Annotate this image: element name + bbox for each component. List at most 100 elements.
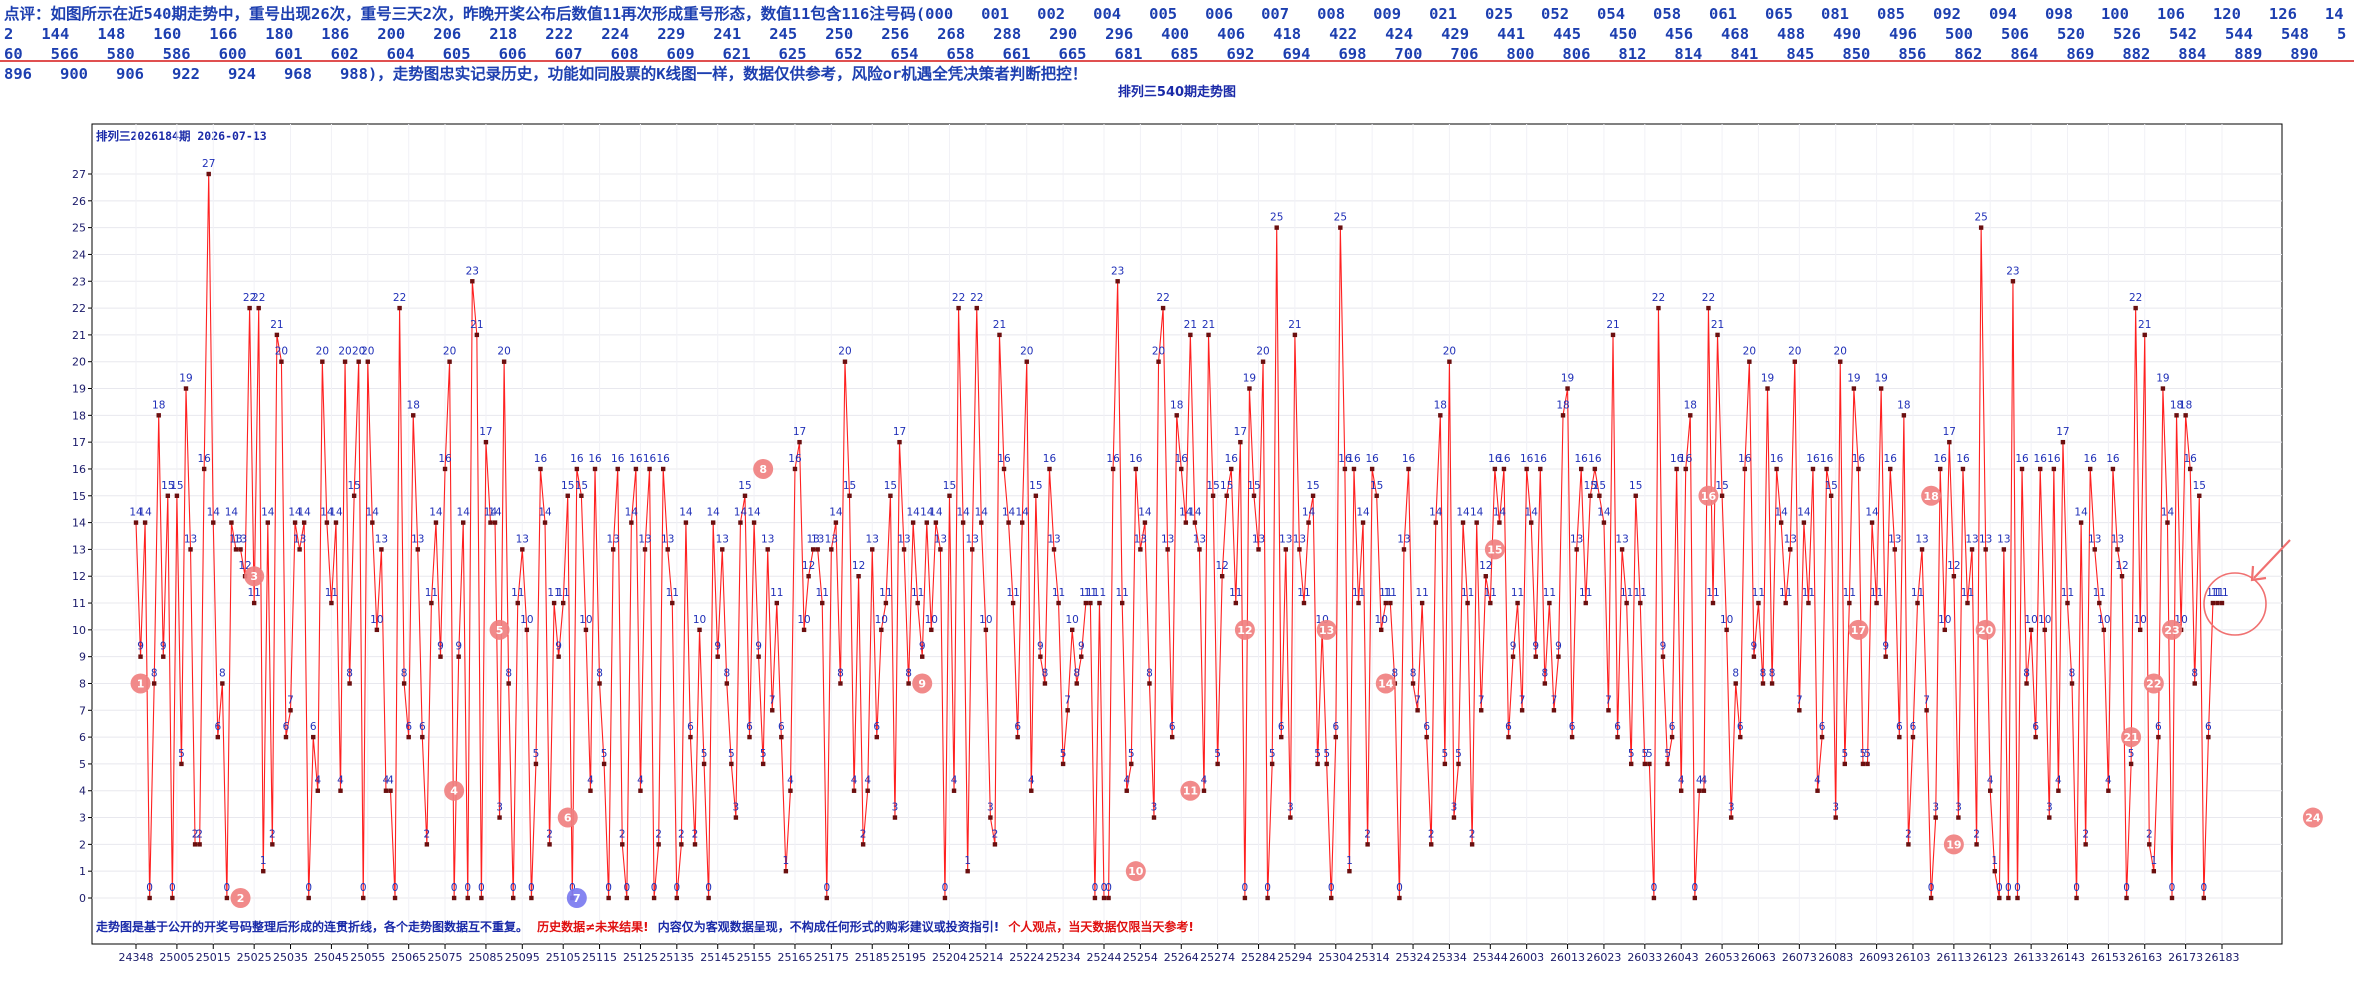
data-label: 5: [533, 748, 540, 760]
data-label: 6: [2032, 721, 2039, 733]
x-tick-label: 25185: [855, 951, 890, 964]
data-point: [924, 520, 929, 525]
highlight-bubble: [2143, 673, 2164, 694]
data-label: 16: [570, 453, 584, 465]
highlight-bubble: [912, 673, 933, 694]
data-label: 19: [1561, 373, 1574, 385]
data-point: [679, 842, 684, 847]
data-label: 11: [1297, 587, 1310, 599]
data-label: 13: [1293, 533, 1306, 545]
data-label: 7: [1796, 694, 1803, 706]
data-label: 6: [2155, 721, 2162, 733]
data-label: 9: [755, 641, 762, 653]
data-label: 8: [1042, 667, 1049, 679]
data-point: [1356, 600, 1361, 606]
data-label: 5: [728, 748, 735, 760]
highlight-bubble-label: 14: [1378, 677, 1394, 690]
data-label: 14: [1493, 507, 1507, 519]
highlight-bubble-label: 12: [1237, 624, 1252, 637]
data-point: [1901, 413, 1907, 418]
data-label: 5: [1214, 748, 1221, 760]
data-point: [1006, 520, 1011, 525]
data-label: 14: [538, 507, 552, 519]
data-point: [1251, 493, 1257, 498]
data-point: [1824, 466, 1829, 472]
data-point: [1274, 225, 1279, 230]
x-tick-label: 25155: [737, 951, 772, 964]
data-point: [874, 734, 879, 740]
data-label: 5: [2128, 748, 2135, 760]
x-tick-label: 25224: [1009, 951, 1044, 964]
highlight-bubble: [557, 807, 578, 828]
data-label: 2: [196, 828, 203, 840]
data-point: [1883, 654, 1888, 659]
data-point: [1828, 493, 1834, 498]
data-point: [1865, 761, 1870, 767]
data-label: 16: [588, 453, 602, 465]
x-tick-label: 25135: [659, 951, 694, 964]
data-point: [856, 574, 861, 579]
data-label: 14: [975, 507, 989, 519]
data-label: 10: [693, 614, 706, 626]
data-label: 15: [1593, 480, 1606, 492]
data-label: 0: [623, 882, 630, 894]
data-point: [1101, 895, 1107, 901]
data-label: 6: [1614, 721, 1621, 733]
data-label: 1: [1346, 855, 1353, 867]
data-label: 4: [383, 775, 390, 787]
data-point: [188, 547, 193, 552]
x-tick-label: 26113: [1936, 951, 1971, 964]
data-label: 17: [793, 426, 806, 438]
data-label: 3: [733, 802, 740, 814]
data-point: [433, 520, 439, 525]
x-tick-label: 26053: [1705, 951, 1740, 964]
data-label: 3: [1832, 802, 1839, 814]
data-point: [1242, 895, 1248, 901]
data-label: 13: [1193, 533, 1206, 545]
data-point: [1224, 493, 1229, 498]
data-point: [2083, 842, 2088, 847]
y-tick-label: 21: [72, 329, 86, 342]
data-label: 20: [497, 346, 510, 358]
data-label: 22: [1652, 292, 1665, 304]
data-point: [2219, 600, 2225, 606]
data-label: 5: [1269, 748, 1276, 760]
data-point: [492, 520, 498, 525]
x-tick-label: 26073: [1782, 951, 1817, 964]
data-label: 16: [629, 453, 643, 465]
data-point: [633, 466, 639, 472]
header-divider: [0, 60, 2354, 62]
highlight-bubble-label: 8: [759, 463, 767, 476]
data-label: 0: [2014, 882, 2021, 894]
data-point: [729, 761, 734, 767]
data-label: 20: [338, 346, 351, 358]
data-point: [1765, 386, 1770, 391]
data-point: [1279, 734, 1284, 740]
data-label: 14: [829, 507, 843, 519]
data-label: 14: [2161, 507, 2175, 519]
data-point: [1874, 600, 1879, 606]
data-point: [560, 600, 566, 606]
highlight-bubble-label: 2: [237, 892, 245, 905]
data-label: 7: [1414, 694, 1421, 706]
data-label: 8: [1542, 667, 1549, 679]
data-point: [2183, 413, 2188, 418]
data-label: 5: [601, 748, 608, 760]
data-point: [1292, 332, 1298, 338]
data-label: 0: [1242, 882, 1249, 894]
data-label: 16: [197, 453, 211, 465]
data-label: 14: [429, 507, 443, 519]
data-point: [2165, 520, 2170, 525]
data-point-layer: [133, 171, 2225, 901]
data-label: 8: [219, 667, 226, 679]
data-label: 15: [1220, 480, 1233, 492]
data-point: [2060, 439, 2066, 445]
data-point: [247, 305, 252, 311]
data-label: 4: [951, 775, 958, 787]
data-label: 16: [611, 453, 625, 465]
data-label: 1: [783, 855, 790, 867]
data-label: 9: [455, 641, 462, 653]
data-point: [2147, 842, 2152, 847]
data-point: [1974, 842, 1979, 847]
data-label: 21: [993, 319, 1006, 331]
